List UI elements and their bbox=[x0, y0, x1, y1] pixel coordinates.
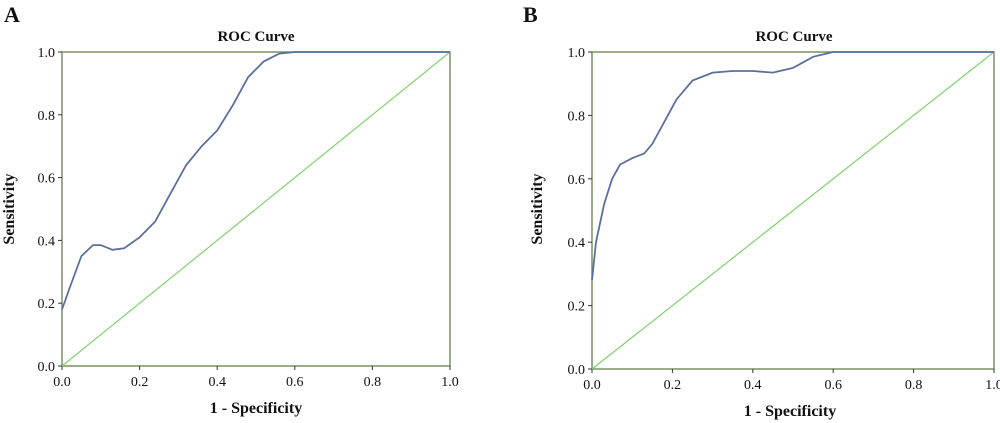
panel-a: A ROC Curve 0.0 0.2 0.4 0.6 0.8 1.00.00.20.40… bbox=[1, 2, 459, 417]
x-tick-label-a: 0.4 bbox=[208, 375, 226, 390]
y-tick-label-a: 0.0 bbox=[38, 360, 56, 375]
x-axis-label-a: 1 - Specificity bbox=[210, 400, 302, 417]
x-tick-label-a: 0.8 bbox=[364, 375, 382, 390]
chart-title-a: ROC Curve bbox=[217, 29, 294, 45]
y-axis-label-a: Sensitivity bbox=[1, 173, 18, 244]
plot-frame-b bbox=[591, 51, 995, 370]
x-tick-label-a: 0.6 bbox=[286, 375, 304, 390]
tick-group-b: 0.0 0.2 0.4 0.6 0.8 1.0 0.0 0.2 0.4 0.6 0.8 1.0 bbox=[568, 46, 1000, 393]
panel-b: B ROC Curve 0.0 0.2 0.4 0.6 0.8 1.00.00.20.40… bbox=[523, 2, 1000, 420]
roc-curve-a bbox=[61, 51, 450, 310]
y-tick-label-a: 0.4 bbox=[38, 234, 56, 249]
y-axis-label-b: Sensitivity bbox=[529, 173, 546, 244]
chart-title-b: ROC Curve bbox=[755, 29, 832, 45]
y-tick-label-b: 0.0 bbox=[568, 363, 586, 378]
x-tick-label-a: 1.0 bbox=[441, 375, 459, 390]
y-tick-label-b: 0.4 bbox=[568, 236, 586, 251]
x-tick-label-b: 0.0 bbox=[583, 378, 601, 393]
x-tick-label-a: 0.2 bbox=[131, 375, 149, 390]
x-axis-label-b: 1 - Specificity bbox=[744, 403, 836, 420]
y-tick-label-a: 1.0 bbox=[38, 46, 56, 61]
y-tick-label-b: 0.8 bbox=[568, 109, 586, 124]
roc-curve-b bbox=[591, 51, 994, 281]
x-tick-label-b: 0.8 bbox=[905, 378, 923, 393]
y-tick-label-a: 0.2 bbox=[38, 297, 56, 312]
y-tick-label-a: 0.8 bbox=[38, 109, 56, 124]
reference-line-b bbox=[591, 51, 995, 370]
y-tick-label-b: 0.2 bbox=[568, 300, 586, 315]
y-tick-label-b: 0.6 bbox=[568, 173, 586, 188]
y-tick-label-a: 0.6 bbox=[38, 172, 56, 187]
panel-letter-a: A bbox=[4, 2, 20, 27]
panel-letter-b: B bbox=[523, 2, 538, 27]
x-tick-label-b: 1.0 bbox=[985, 378, 1000, 393]
reference-line-a bbox=[61, 51, 451, 367]
x-tick-label-a: 0.0 bbox=[53, 375, 71, 390]
x-tick-label-b: 0.2 bbox=[664, 378, 682, 393]
x-tick-label-b: 0.6 bbox=[824, 378, 842, 393]
tick-group-a: 0.0 0.2 0.4 0.6 0.8 1.0 0.0 0.2 0.4 0.6 0.8 1.0 bbox=[38, 46, 459, 390]
plot-frame-a bbox=[61, 51, 451, 367]
x-tick-label-b: 0.4 bbox=[744, 378, 762, 393]
y-tick-label-b: 1.0 bbox=[568, 46, 586, 61]
